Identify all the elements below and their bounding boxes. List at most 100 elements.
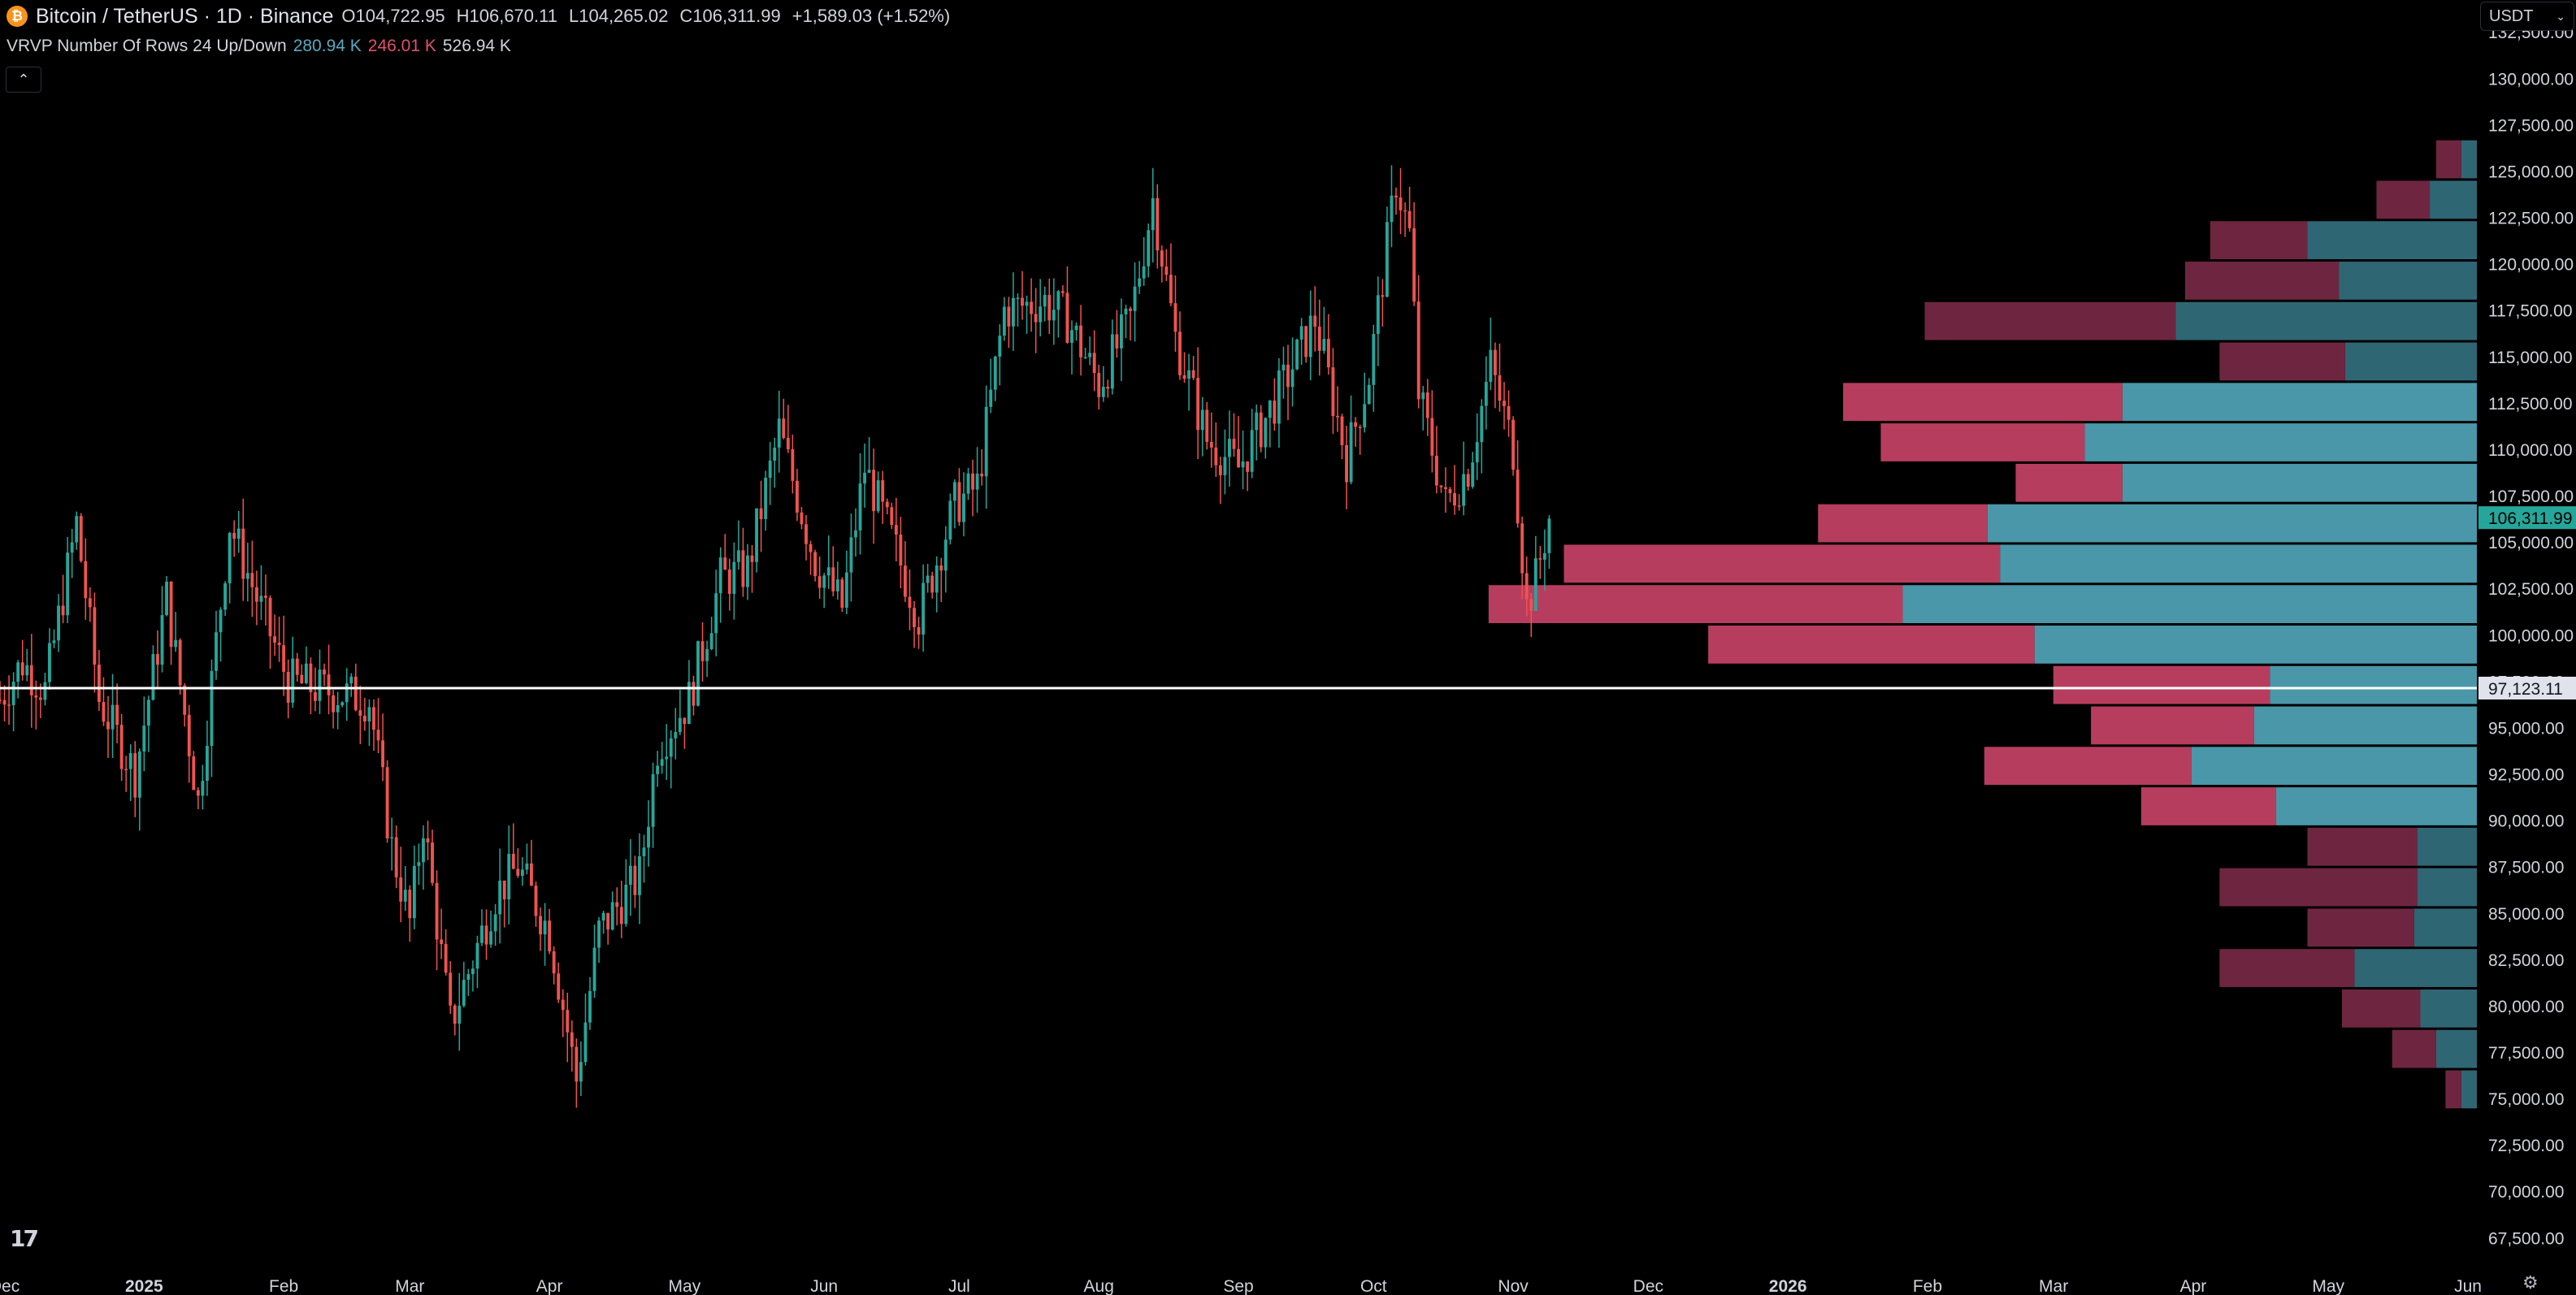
candle-body (1200, 409, 1204, 431)
candle-body (403, 890, 407, 902)
candle-body (1151, 197, 1155, 231)
time-tick-label: 2025 (125, 1277, 163, 1295)
candle-body (804, 524, 808, 544)
currency-select[interactable]: USDT ⌄ (2480, 2, 2574, 31)
candle-body (1160, 250, 1164, 267)
candle-body (867, 470, 871, 473)
candle-body (795, 480, 799, 513)
candle-body (146, 699, 150, 726)
candle-body (1390, 195, 1394, 223)
symbol-title[interactable]: Bitcoin / TetherUS · 1D · Binance (36, 4, 334, 28)
vp-row-down (1880, 423, 2085, 461)
candle-body (854, 530, 857, 538)
candle-body (881, 480, 885, 502)
candle-body (615, 902, 619, 907)
candle-body (1060, 291, 1065, 293)
price-tick-label: 90,000.00 (2488, 812, 2564, 831)
candle-body (683, 717, 687, 725)
candle-body (520, 869, 524, 876)
candle-body (1169, 275, 1173, 304)
candle-body (530, 863, 533, 886)
candle-body (1277, 370, 1281, 424)
candle-body (989, 389, 993, 407)
candle-body (764, 478, 768, 519)
price-tick-label: 85,000.00 (2488, 905, 2564, 924)
vp-row-down (1488, 585, 1903, 623)
candle-body (79, 516, 83, 561)
candle-body (318, 669, 322, 701)
candle-body (1012, 297, 1015, 327)
candle-body (705, 649, 709, 661)
candle-body (1156, 197, 1160, 251)
candle-body (1083, 357, 1087, 359)
candle-body (692, 682, 696, 706)
candle-body (20, 662, 24, 676)
gear-icon[interactable]: ⚙ (2522, 1272, 2539, 1293)
candle-body (390, 837, 394, 839)
candle-body (210, 670, 214, 747)
candle-body (1533, 558, 1537, 611)
time-tick-label: May (2312, 1277, 2344, 1295)
vp-row-down (1984, 747, 2192, 786)
candle-body (1322, 339, 1326, 351)
candle-body (998, 336, 1002, 357)
candle-body (1444, 487, 1447, 489)
vp-row-down (2307, 827, 2418, 866)
candle-body (1047, 295, 1052, 321)
candle-body (1205, 409, 1209, 442)
candle-body (800, 512, 804, 525)
candle-body (543, 920, 547, 935)
time-axis[interactable]: Dec 2025 Feb Mar Apr May Jun Jul Aug Sep Oct Nov Dec… (0, 1277, 2482, 1295)
time-tick-label: Dec (0, 1277, 20, 1295)
candle-body (394, 837, 398, 877)
vp-row-up (2191, 747, 2477, 786)
time-tick-label: Apr (536, 1277, 563, 1295)
candle-body (1308, 315, 1312, 357)
candle-body (1101, 387, 1105, 397)
candle-body (813, 552, 817, 577)
vp-row-up (1902, 585, 2477, 623)
open-value: 104,722.95 (355, 6, 445, 26)
candle-body (115, 704, 119, 725)
candle-body (922, 583, 926, 635)
candle-body (917, 626, 921, 635)
price-axis[interactable]: 132,500.00130,000.00127,500.00125,000.00… (2477, 0, 2576, 1295)
candle-body (610, 902, 614, 930)
price-tick-label: 72,500.00 (2488, 1137, 2564, 1155)
candle-body (327, 674, 331, 695)
candle-body (1416, 301, 1420, 400)
candle-body (885, 501, 889, 508)
candle-body (1425, 392, 1429, 418)
time-tick-label: 2026 (1769, 1277, 1807, 1295)
collapse-legend-button[interactable]: ⌃ (6, 67, 41, 93)
candle-body (525, 863, 529, 870)
candle-body (381, 740, 385, 768)
candle-body (111, 704, 115, 730)
time-tick-label: Nov (1498, 1277, 1529, 1295)
indicator-legend[interactable]: VRVP Number Of Rows 24 Up/Down 280.94 K … (7, 34, 511, 58)
price-tick-label: 82,500.00 (2488, 951, 2564, 970)
price-tick-label: 125,000.00 (2488, 162, 2574, 181)
candle-body (291, 658, 295, 703)
price-tick-label: 117,500.00 (2488, 302, 2573, 321)
candle-body (1434, 455, 1438, 486)
candle-body (1511, 419, 1516, 470)
candle-body (412, 865, 416, 919)
candle-body (1056, 291, 1060, 310)
candle-body (566, 1010, 570, 1033)
candle-body (1129, 308, 1132, 311)
candle-body (1439, 485, 1443, 487)
candle-body (835, 579, 839, 591)
candle-body (948, 500, 952, 540)
candle-body (926, 575, 930, 583)
vp-row-up (2344, 342, 2477, 381)
tradingview-logo[interactable]: 17 (10, 1225, 39, 1252)
vp-row-down (2053, 665, 2270, 704)
price-tick-label: 130,000.00 (2488, 70, 2574, 89)
candle-body (1124, 308, 1128, 314)
candle-body (48, 643, 51, 682)
vp-row-down (2341, 989, 2421, 1028)
candle-body (1030, 301, 1034, 314)
candle-body (1250, 430, 1254, 472)
